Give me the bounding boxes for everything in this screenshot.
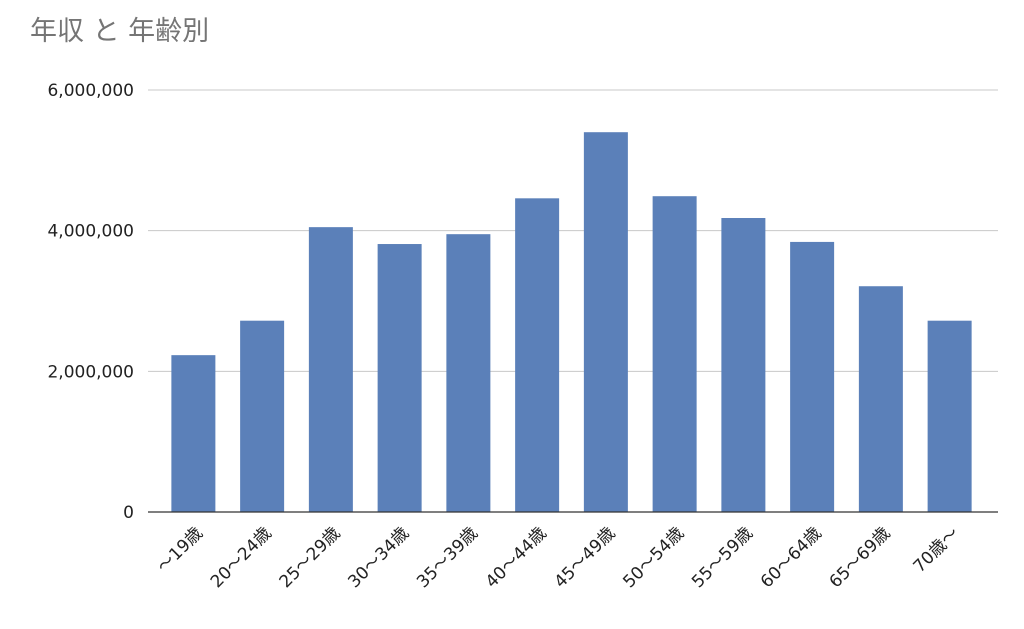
bar	[515, 198, 560, 512]
y-tick-label: 6,000,000	[47, 81, 134, 101]
bar	[652, 196, 697, 512]
bar	[171, 355, 216, 512]
x-tick-label: 20〜24歳	[207, 523, 276, 592]
x-tick-label: 60〜64歳	[757, 523, 826, 592]
bar	[583, 132, 628, 512]
bar	[240, 320, 285, 512]
bar	[377, 244, 422, 512]
bar	[858, 286, 903, 512]
x-tick-label: 45〜49歳	[551, 523, 620, 592]
bar	[790, 241, 835, 513]
bar	[446, 234, 491, 512]
x-tick-label: 40〜44歳	[482, 523, 551, 592]
y-tick-label: 2,000,000	[47, 362, 134, 382]
bar	[927, 320, 972, 512]
bar	[308, 227, 353, 512]
chart-title: 年収 と 年齢別	[30, 16, 209, 47]
x-tick-label: 30〜34歳	[344, 523, 413, 592]
x-tick-label: 50〜54歳	[619, 523, 688, 592]
x-tick-label: 〜19歳	[153, 523, 206, 576]
x-tick-label: 25〜29歳	[276, 523, 345, 592]
x-tick-label: 35〜39歳	[413, 523, 482, 592]
y-tick-label: 0	[123, 503, 134, 523]
x-tick-label: 70歳〜	[910, 523, 963, 576]
x-tick-label: 55〜59歳	[688, 523, 757, 592]
y-tick-label: 4,000,000	[47, 222, 134, 242]
x-tick-label: 65〜69歳	[826, 523, 895, 592]
bar	[721, 218, 766, 513]
